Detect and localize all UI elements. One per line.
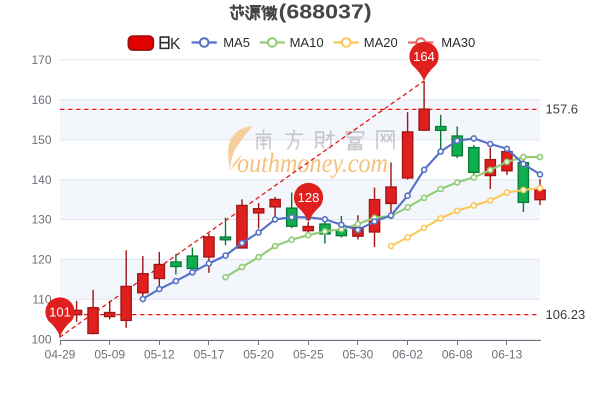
svg-text:MA20: MA20 — [364, 35, 398, 50]
svg-text:164: 164 — [413, 49, 435, 64]
svg-text:06-08: 06-08 — [442, 348, 473, 362]
svg-text:(688037): (688037) — [279, 2, 372, 24]
svg-text:128: 128 — [298, 190, 320, 205]
svg-text:160: 160 — [31, 93, 51, 107]
svg-text:170: 170 — [31, 53, 51, 67]
svg-text:120: 120 — [31, 253, 51, 267]
svg-text:101: 101 — [49, 305, 71, 320]
svg-text:MA30: MA30 — [441, 35, 475, 50]
svg-text:150: 150 — [31, 133, 51, 147]
svg-text:05-12: 05-12 — [144, 348, 175, 362]
svg-text:K: K — [170, 36, 181, 53]
svg-text:06-13: 06-13 — [492, 348, 523, 362]
svg-text:157.6: 157.6 — [546, 101, 579, 116]
svg-text:MA10: MA10 — [290, 35, 324, 50]
svg-text:06-02: 06-02 — [392, 348, 423, 362]
svg-text:106.23: 106.23 — [546, 307, 586, 322]
svg-text:05-17: 05-17 — [194, 348, 225, 362]
svg-text:04-29: 04-29 — [45, 348, 76, 362]
svg-text:05-30: 05-30 — [343, 348, 374, 362]
svg-text:05-20: 05-20 — [243, 348, 274, 362]
svg-text:140: 140 — [31, 173, 51, 187]
svg-text:05-25: 05-25 — [293, 348, 324, 362]
svg-text:130: 130 — [31, 213, 51, 227]
svg-text:110: 110 — [32, 293, 51, 307]
svg-text:MA5: MA5 — [223, 35, 250, 50]
svg-text:05-09: 05-09 — [94, 348, 125, 362]
svg-text:100: 100 — [31, 333, 51, 347]
svg-text:outhmoney.com: outhmoney.com — [237, 148, 388, 178]
